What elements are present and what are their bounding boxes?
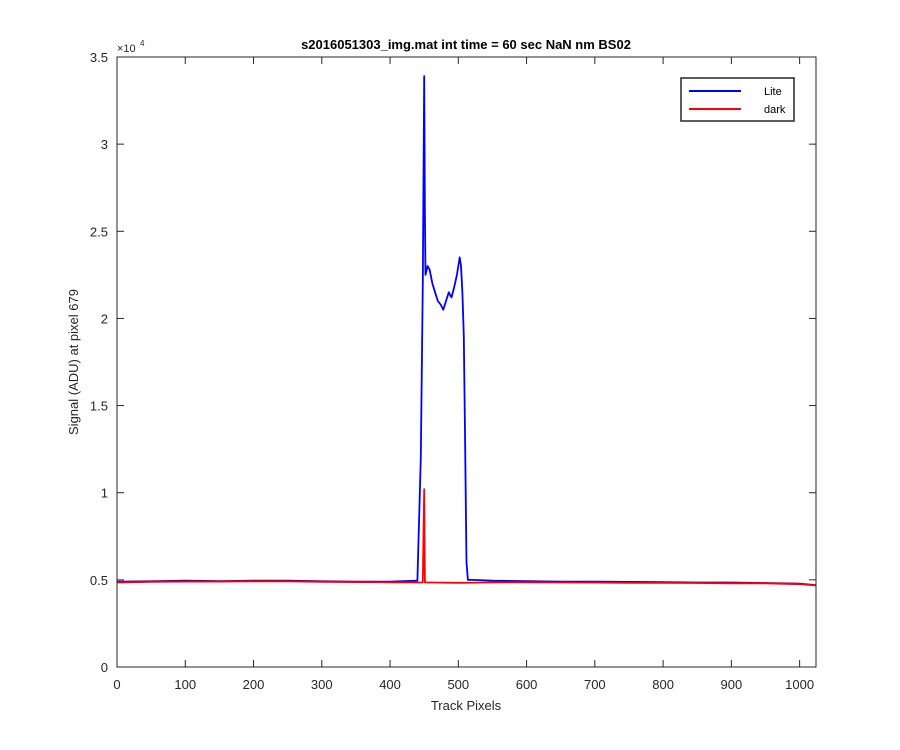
x-tick-label: 0 bbox=[113, 677, 120, 692]
y-tick-label: 3.5 bbox=[90, 50, 108, 65]
tick-layer: 0 100 200 300 400 500 600 700 800 900 1000 0 0.5 1 1.5… bbox=[90, 50, 816, 692]
x-tick-label: 100 bbox=[174, 677, 196, 692]
y-tick-label: 1 bbox=[101, 486, 108, 501]
x-tick-label: 800 bbox=[652, 677, 674, 692]
x-tick-label: 700 bbox=[584, 677, 606, 692]
y-tick-label: 0.5 bbox=[90, 573, 108, 588]
y-exponent-multiplier: ×10 4 bbox=[117, 39, 145, 55]
y-tick-label: 1.5 bbox=[90, 399, 108, 414]
legend: Lite dark bbox=[680, 77, 795, 122]
legend-label-dark: dark bbox=[764, 104, 786, 116]
series-line-dark bbox=[116, 488, 817, 587]
x-tick-label: 900 bbox=[721, 677, 743, 692]
y-axis-title: Signal (ADU) at pixel 679 bbox=[66, 289, 81, 435]
legend-label-lite: Lite bbox=[764, 86, 782, 98]
x-tick-label: 1000 bbox=[785, 677, 814, 692]
y-tick-label: 2 bbox=[101, 311, 108, 326]
x-tick-label: 600 bbox=[516, 677, 538, 692]
y-exponent-base: ×10 bbox=[117, 43, 136, 55]
x-tick-label: 200 bbox=[243, 677, 265, 692]
plot-area bbox=[117, 57, 816, 667]
y-exponent-power: 4 bbox=[140, 39, 145, 48]
y-tick-label: 2.5 bbox=[90, 224, 108, 239]
x-tick-label: 500 bbox=[447, 677, 469, 692]
x-tick-label: 300 bbox=[311, 677, 333, 692]
legend-box bbox=[680, 77, 795, 122]
axes-box bbox=[116, 56, 817, 668]
x-axis-title: Track Pixels bbox=[431, 698, 502, 713]
x-tick-label: 400 bbox=[379, 677, 401, 692]
y-tick-label: 3 bbox=[101, 137, 108, 152]
chart-title: s2016051303_img.mat int time = 60 sec Na… bbox=[301, 37, 631, 52]
series-layer bbox=[116, 75, 817, 587]
y-tick-label: 0 bbox=[101, 660, 108, 675]
